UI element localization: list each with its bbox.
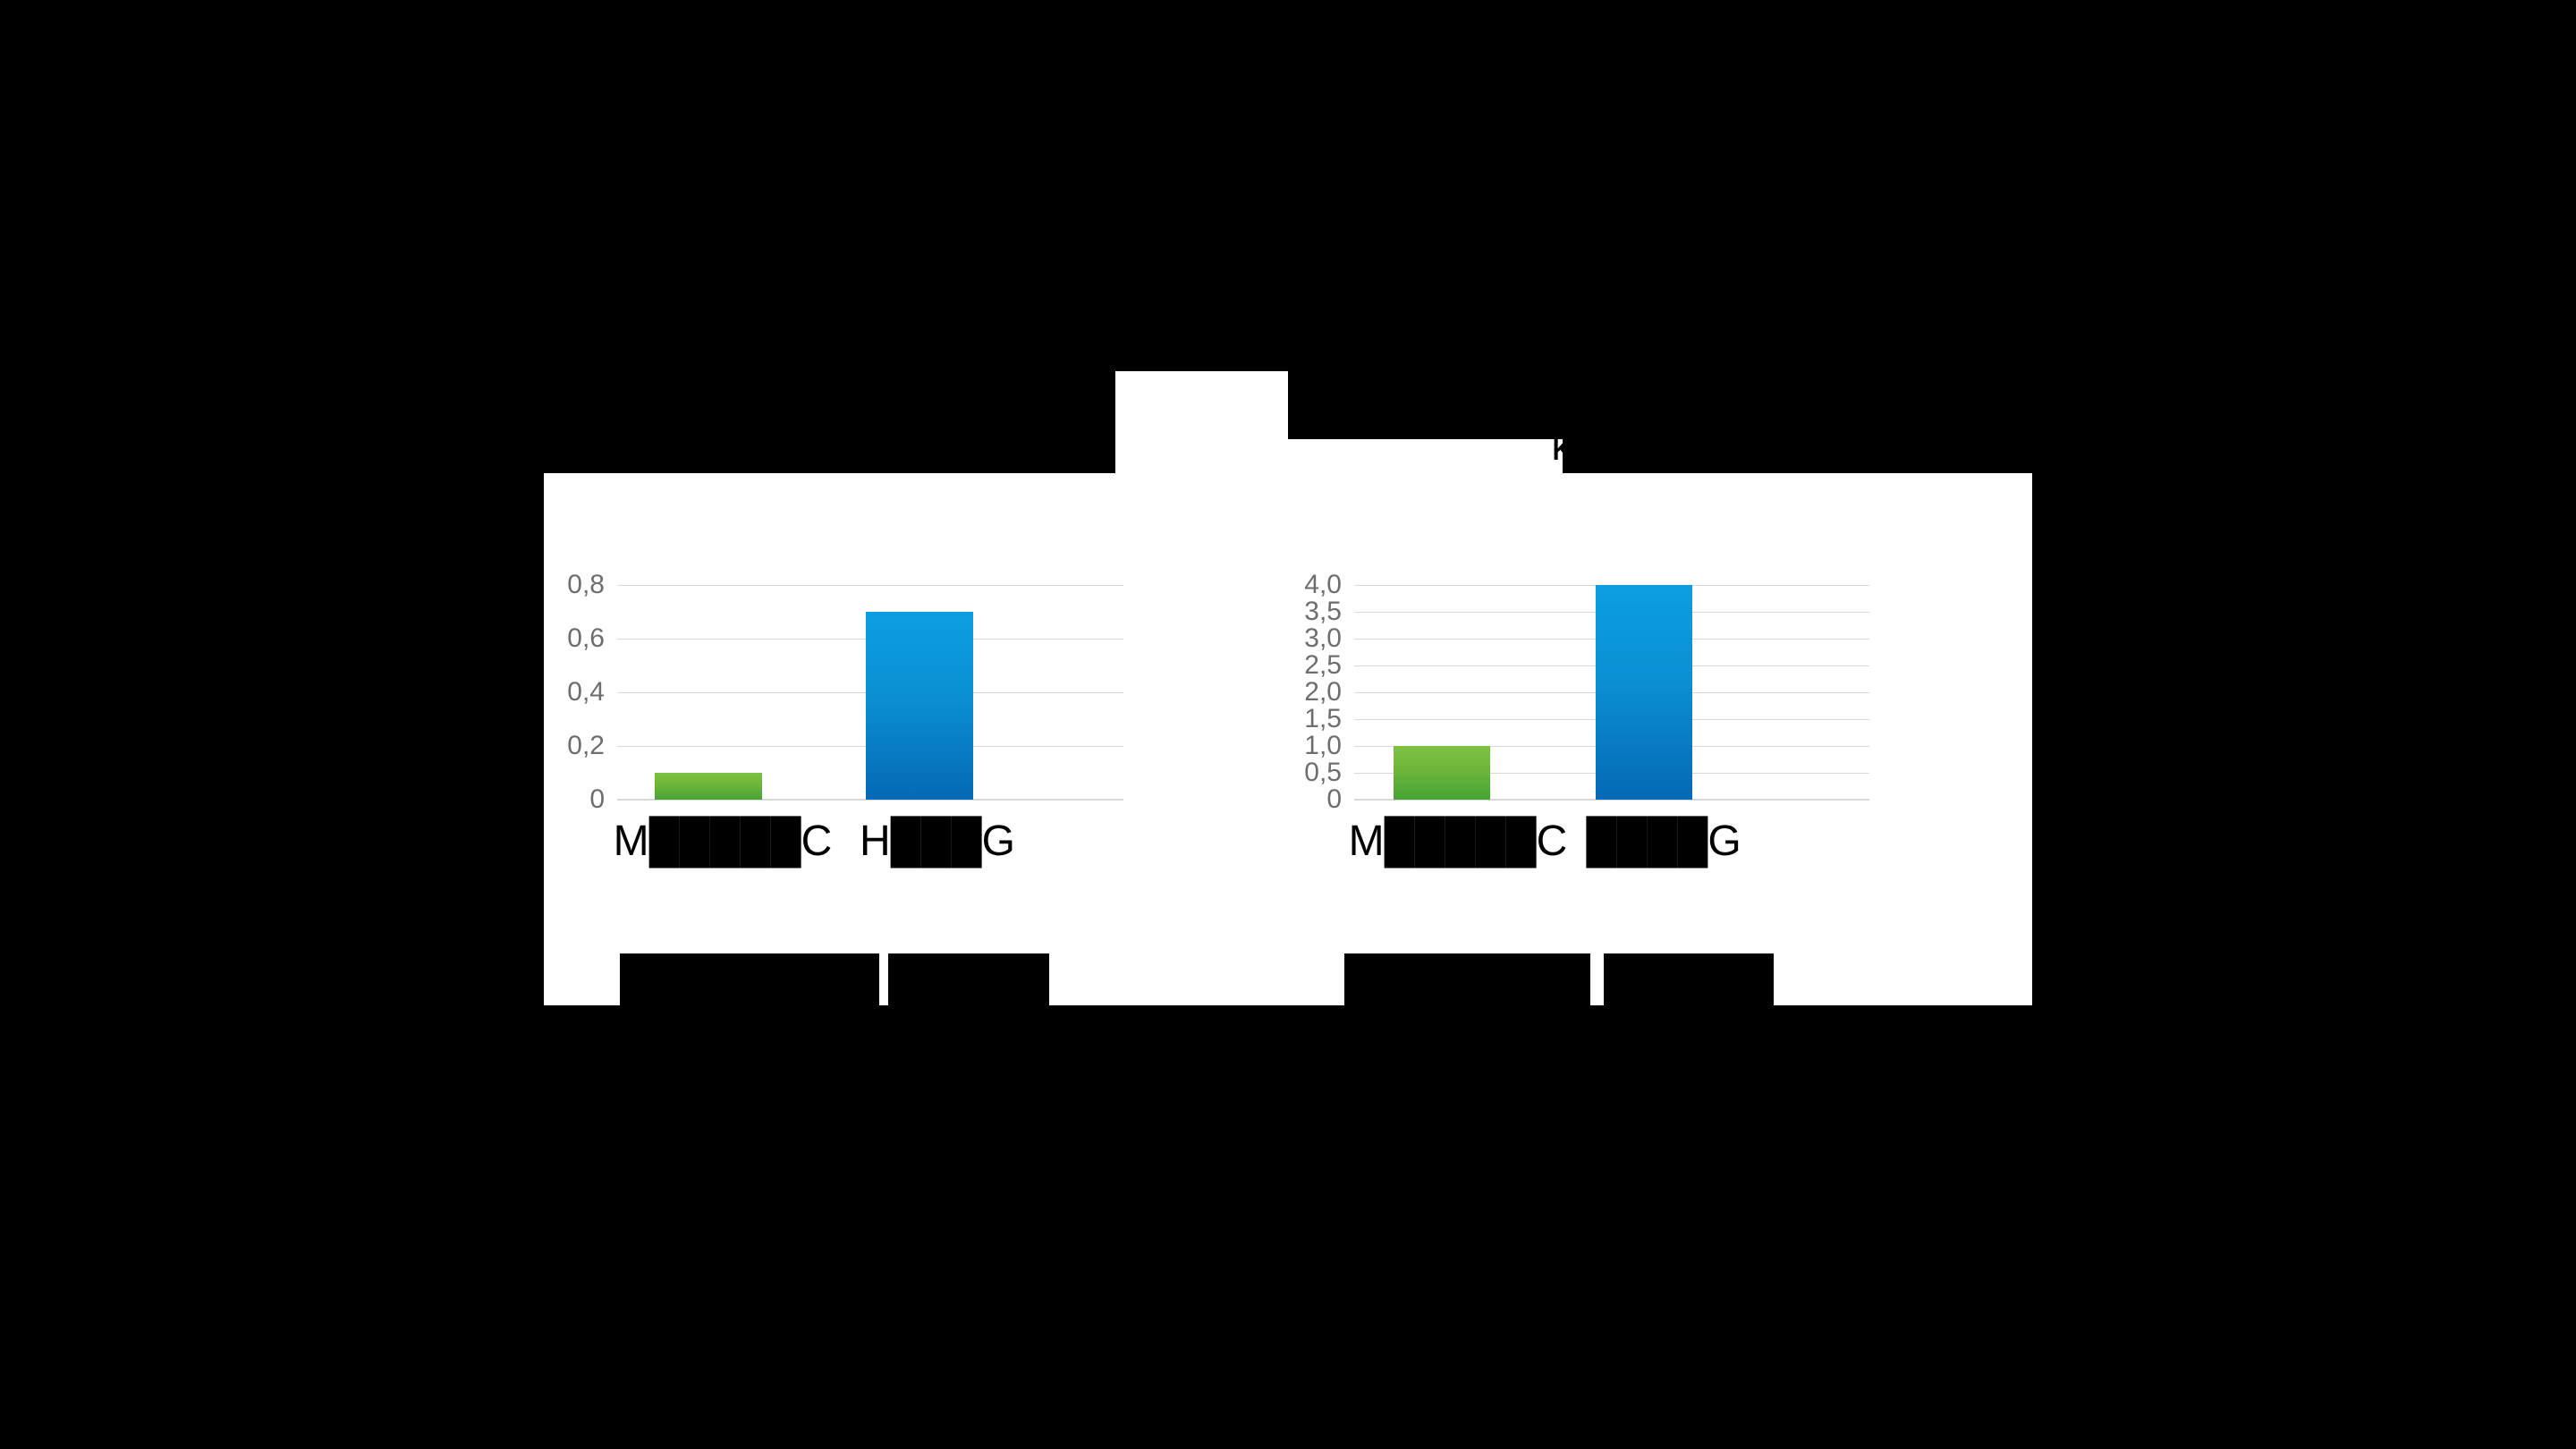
- ytick-label: 2,0: [1304, 677, 1342, 707]
- chart-right-title-redaction-line2: [1563, 421, 1778, 473]
- ytick-label: 0,4: [567, 677, 605, 707]
- slide-bottom-redaction: [544, 1005, 2032, 1029]
- chart-left-plot-area: 0,8 0,6 0,4 0,2 0: [567, 572, 1123, 813]
- chart-right-title-redaction-top: [1288, 368, 2032, 371]
- chart-left: [redacted] [redacted] 0,8 0,6 0,4 0,2 0 …: [0, 368, 2576, 1029]
- ytick-label: 2,5: [1304, 650, 1342, 680]
- ytick-label: 1,5: [1304, 704, 1342, 733]
- bar-category-2: [1596, 585, 1692, 800]
- axis-baseline: [1354, 799, 1869, 801]
- category-labels-redaction-right: [1344, 953, 1590, 1005]
- chart-right-title-redaction-line1: [1288, 371, 1552, 439]
- ytick-label: 1,0: [1304, 731, 1342, 760]
- category-labels-redaction-right-2: [1604, 953, 1774, 1005]
- slide-panel: [redacted] [redacted] 0,8 0,6 0,4 0,2 0 …: [0, 368, 2576, 1029]
- chart-left-category-label-1: M█████C: [613, 818, 833, 865]
- chart-right-title-redaction-right: [1778, 368, 2032, 473]
- bar-category-1: [655, 773, 762, 800]
- ytick-label: 0: [589, 784, 605, 814]
- chart-right-plot-area: 4,0 3,5 3,0 2,5 2,0 1,5 1,0 0,5 0: [1304, 572, 1869, 813]
- ytick-label: 0,6: [567, 623, 605, 653]
- chart-left-title-redaction-line2: [0, 421, 1115, 473]
- category-labels-redaction-left: [620, 953, 879, 1005]
- axis-baseline: [617, 799, 1123, 801]
- bar-category-2: [866, 612, 973, 800]
- ytick-label: 3,0: [1304, 623, 1342, 653]
- ytick-label: 4,0: [1304, 570, 1342, 599]
- ytick-label: 3,5: [1304, 597, 1342, 626]
- chart-left-category-label-2: H███G: [859, 818, 1016, 865]
- category-labels-redaction-left-2: [888, 953, 1049, 1005]
- chart-right-category-label-2: ████G: [1586, 818, 1741, 865]
- ytick-label: 0: [1326, 784, 1342, 814]
- ytick-label: 0,8: [567, 570, 605, 599]
- chart-right: A[redacted] k[redacted]) 4,0 3,5 3,0 2,5…: [1288, 368, 2032, 1029]
- bar-category-1: [1394, 746, 1490, 800]
- gridline: [617, 585, 1123, 586]
- ytick-label: 0,2: [567, 731, 605, 760]
- ytick-label: 0,5: [1304, 758, 1342, 787]
- chart-right-category-label-1: M█████C: [1348, 818, 1568, 865]
